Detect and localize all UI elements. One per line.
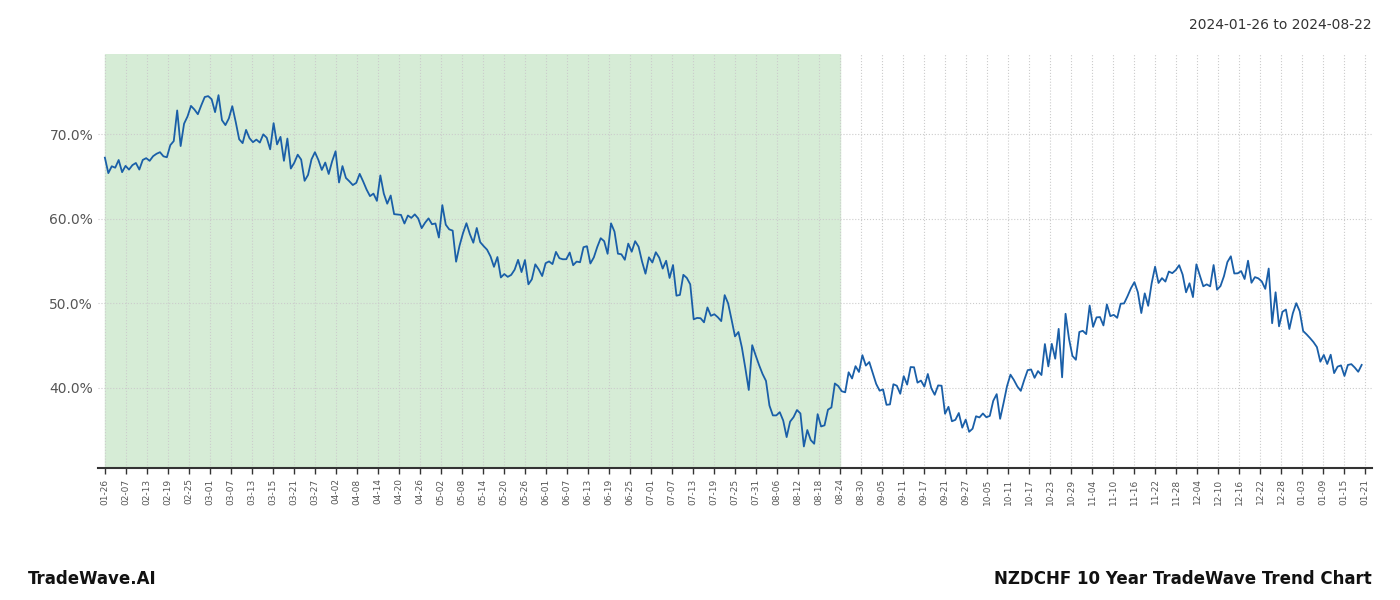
Bar: [105, 54, 840, 468]
Text: TradeWave.AI: TradeWave.AI: [28, 570, 157, 588]
Text: 2024-01-26 to 2024-08-22: 2024-01-26 to 2024-08-22: [1190, 18, 1372, 32]
Text: NZDCHF 10 Year TradeWave Trend Chart: NZDCHF 10 Year TradeWave Trend Chart: [994, 570, 1372, 588]
